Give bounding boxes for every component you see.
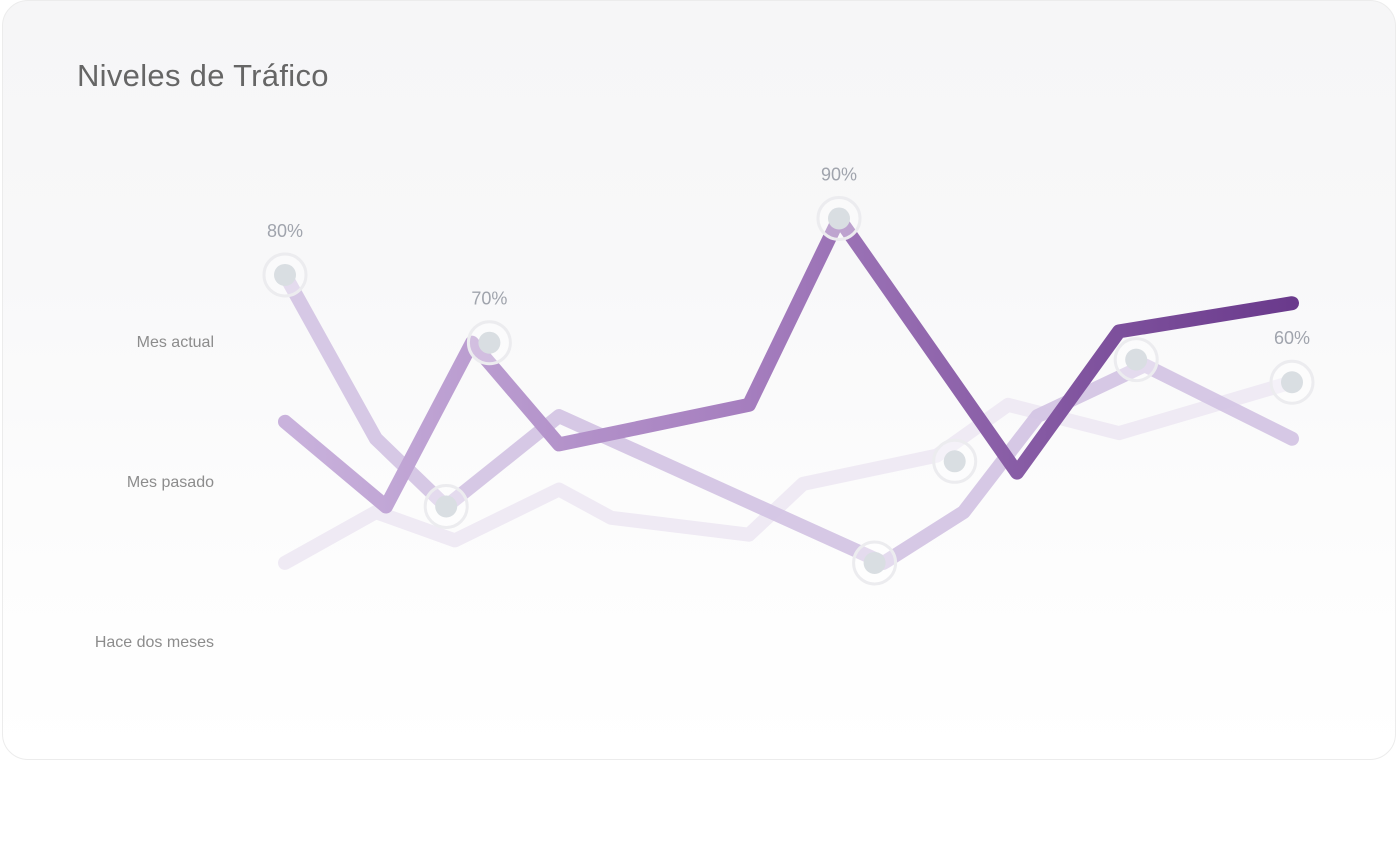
data-label-2: 90%: [821, 164, 857, 184]
chart-title: Niveles de Tráfico: [77, 58, 329, 93]
marker-dot-0: [274, 263, 296, 286]
series-line-mes-actual: [278, 211, 1299, 514]
marker-dot-7: [1125, 348, 1148, 371]
marker-dot-2: [828, 207, 850, 230]
y-label-mes-pasado: Mes pasado: [126, 474, 214, 491]
data-markers: [262, 195, 1315, 586]
data-labels: 80% 70% 90% 60%: [267, 164, 1310, 348]
marker-dot-1: [478, 331, 501, 354]
marker-dot-4: [435, 495, 458, 518]
y-label-hace-dos-meses: Hace dos meses: [94, 634, 214, 651]
data-label-1: 70%: [471, 289, 507, 309]
data-label-3: 60%: [1274, 328, 1310, 348]
marker-dot-5: [863, 551, 886, 574]
marker-dot-3: [1281, 371, 1303, 394]
marker-dot-6: [943, 450, 966, 473]
data-label-0: 80%: [267, 221, 303, 241]
y-label-mes-actual: Mes actual: [136, 334, 214, 351]
